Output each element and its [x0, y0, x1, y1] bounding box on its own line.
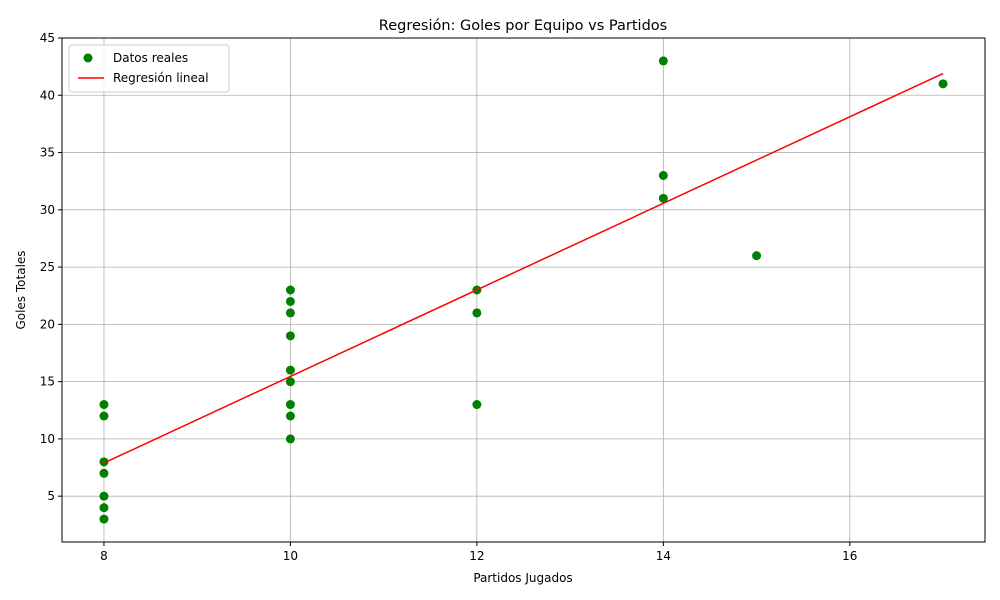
data-point [99, 503, 109, 513]
data-point [658, 56, 668, 66]
data-point [752, 251, 762, 261]
data-point [99, 400, 109, 410]
axis-ticks: 8 10 12 14 16 5 10 15 20 25 30 35 40 45 [40, 31, 858, 563]
legend-label-datos-reales: Datos reales [113, 51, 188, 65]
y-tick-label: 35 [40, 146, 55, 160]
data-point [285, 308, 295, 318]
series-layer [99, 56, 948, 524]
plot-frame [61, 37, 986, 543]
data-point [938, 79, 948, 89]
x-tick-label: 12 [469, 549, 484, 563]
legend-marker-datos-reales [83, 53, 93, 63]
data-point [285, 377, 295, 387]
data-point [285, 400, 295, 410]
data-point [99, 411, 109, 421]
data-point [285, 285, 295, 295]
x-tick-label: 10 [283, 549, 298, 563]
y-tick-label: 20 [40, 317, 55, 331]
data-point [285, 365, 295, 375]
regression-line [103, 72, 944, 464]
data-point [99, 457, 109, 467]
y-tick-label: 25 [40, 260, 55, 274]
y-tick-label: 40 [40, 88, 55, 102]
y-tick-label: 5 [47, 489, 55, 503]
x-tick-label: 14 [656, 549, 671, 563]
legend-box [68, 44, 230, 93]
y-tick-label: 45 [40, 31, 55, 45]
data-point [99, 491, 109, 501]
x-axis-label: Partidos Jugados [473, 571, 572, 585]
y-tick-label: 10 [40, 432, 55, 446]
data-point [285, 411, 295, 421]
x-tick-label: 16 [842, 549, 857, 563]
data-point [658, 193, 668, 203]
data-point [99, 514, 109, 524]
data-point [285, 296, 295, 306]
y-tick-label: 30 [40, 203, 55, 217]
chart-title: Regresión: Goles por Equipo vs Partidos [379, 18, 667, 34]
y-tick-label: 15 [40, 375, 55, 389]
data-point [658, 170, 668, 180]
data-point [99, 468, 109, 478]
x-tick-label: 8 [100, 549, 108, 563]
data-point [285, 434, 295, 444]
legend: Datos reales Regresión lineal [68, 44, 230, 93]
legend-label-regresion: Regresión lineal [113, 71, 209, 85]
data-point [285, 331, 295, 341]
y-axis-label: Goles Totales [14, 250, 28, 329]
data-point [472, 308, 482, 318]
data-point [472, 400, 482, 410]
